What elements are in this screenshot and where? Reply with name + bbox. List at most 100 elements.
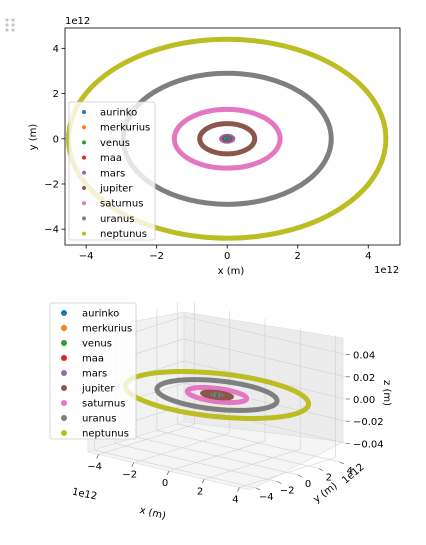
x-tick-label: 0: [162, 478, 168, 489]
x-tick-label: −4: [79, 251, 94, 262]
y-tick-label: −4: [259, 492, 274, 503]
z-tick-label: 0.00: [353, 395, 375, 406]
legend-label-jupiter: jupiter: [81, 384, 115, 395]
y-ticks: −4 −2 0 2 4: [256, 461, 353, 503]
z-tick-label: 0.04: [353, 351, 375, 362]
y-tick-label: 2: [326, 472, 332, 483]
x-tick-label: 0: [224, 251, 230, 262]
y-axis-label: y (m): [28, 124, 39, 151]
legend-label-mars: mars: [100, 168, 125, 179]
x-tick-mark: [237, 487, 240, 492]
legend-marker-aurinko: [82, 110, 86, 114]
legend-marker-mars: [61, 370, 67, 376]
legend-label-merkurius: merkurius: [100, 123, 150, 134]
x-tick-label: −4: [87, 461, 102, 472]
z-axis-label: z (m): [381, 380, 392, 406]
legend-label-saturnus: saturnus: [82, 399, 125, 410]
x-tick-mark: [201, 479, 205, 484]
legend-label-jupiter: jupiter: [99, 184, 133, 195]
y-tick-label: −2: [280, 486, 295, 497]
legend-marker-neptunus: [82, 231, 86, 236]
orbit-saturnus: [171, 106, 283, 171]
pane-floor: [86, 421, 344, 491]
legend-marker-merkurius: [82, 125, 86, 130]
orbit-jupiter: [197, 121, 258, 157]
legend-marker-uranus: [82, 216, 86, 221]
legend-marker-saturnus: [82, 201, 86, 206]
legend-marker-neptunus: [61, 430, 67, 436]
z-tick-label: −0.04: [353, 439, 384, 450]
legend-marker-saturnus: [61, 400, 67, 406]
legend-marker-maa: [61, 355, 67, 361]
legend-label-uranus: uranus: [82, 414, 116, 425]
legend-label-uranus: uranus: [100, 214, 134, 225]
x-offset-label: 1e12: [71, 487, 98, 503]
grid-line: [115, 443, 278, 482]
legend-label-venus: venus: [100, 138, 130, 149]
x-tick-label: −2: [122, 470, 137, 481]
orbit-saturnus: [184, 385, 250, 405]
legend: aurinko merkurius venus maa mars jupiter satur…: [68, 101, 156, 241]
x-tick-mark: [166, 470, 170, 476]
orbit-neptunus: [66, 36, 389, 241]
orbit-uranus: [154, 377, 280, 413]
legend-label-merkurius: merkurius: [82, 324, 132, 335]
x-tick-label: 4: [232, 495, 238, 506]
legend-marker-jupiter: [82, 186, 86, 190]
grid-line: [183, 405, 347, 444]
y-tick-mark: [256, 487, 261, 491]
legend-marker-uranus: [61, 415, 67, 421]
orbit-neptunus: [122, 369, 312, 421]
legend-label-venus: venus: [82, 339, 112, 350]
grid-line: [183, 316, 347, 355]
legend-marker-venus: [61, 340, 67, 346]
y-tick-mark: [318, 468, 324, 471]
legend-label-neptunus: neptunus: [82, 429, 129, 440]
z-tick-label: −0.02: [353, 417, 384, 428]
x-tick-label: −2: [149, 251, 164, 262]
z-tick-label: 0.02: [353, 373, 375, 384]
y-tick-label: −4: [44, 225, 59, 236]
legend-label-aurinko: aurinko: [100, 108, 137, 119]
y-tick-mark: [339, 461, 344, 465]
y-ticks: −4 −2 0 2 4: [44, 44, 65, 236]
chart-3d-orbits: −4 −2 0 2 4 −4 −2 0 2 4 −0.04 −0.02 0.00 0.02 0.04 x…: [49, 301, 392, 522]
legend-label-maa: maa: [100, 153, 122, 164]
legend-marker-aurinko: [61, 310, 67, 316]
x-ticks: −4 −2 0 2 4: [79, 245, 371, 262]
y-tick-mark: [297, 474, 303, 478]
z-ticks: −0.04 −0.02 0.00 0.02 0.04: [346, 351, 384, 450]
legend-label-mars: mars: [82, 369, 107, 380]
orbit-series-group: [66, 36, 389, 241]
x-tick-label: 4: [365, 251, 371, 262]
legend-label-neptunus: neptunus: [100, 229, 147, 240]
legend-marker-venus: [82, 140, 86, 145]
x-tick-label: 2: [197, 486, 203, 497]
legend-label-saturnus: saturnus: [100, 199, 143, 210]
grid-line: [135, 436, 299, 476]
x-tick-mark: [131, 462, 135, 467]
y-tick-label: 4: [53, 44, 59, 55]
orbit-aurinko: [225, 136, 230, 141]
grid-line: [156, 430, 319, 469]
grid-line: [177, 423, 340, 463]
drag-handle-icon[interactable]: [5, 18, 15, 32]
legend-box: [68, 101, 156, 241]
y-tick-label: 0: [53, 134, 59, 145]
pane-back: [183, 311, 344, 443]
y-axis-label: y (m): [312, 481, 340, 506]
legend-box: [49, 302, 137, 440]
y-offset-label: 1e12: [65, 16, 90, 27]
legend-marker-mars: [82, 170, 86, 175]
y-tick-label: 4: [347, 466, 353, 477]
chart-2d-orbits: −4 −2 0 2 4 −4 −2 0 2 4 x (m) y (m) 1e12 1e12 au…: [28, 16, 401, 277]
x-ticks: −4 −2 0 2 4: [87, 454, 240, 506]
legend-marker-merkurius: [61, 325, 67, 331]
x-axis-label: x (m): [138, 505, 167, 522]
grid-line: [183, 338, 347, 378]
orbit-series-group: [122, 369, 312, 421]
legend-label-aurinko: aurinko: [82, 309, 119, 320]
x-tick-mark: [96, 454, 99, 459]
y-tick-mark: [276, 481, 282, 484]
